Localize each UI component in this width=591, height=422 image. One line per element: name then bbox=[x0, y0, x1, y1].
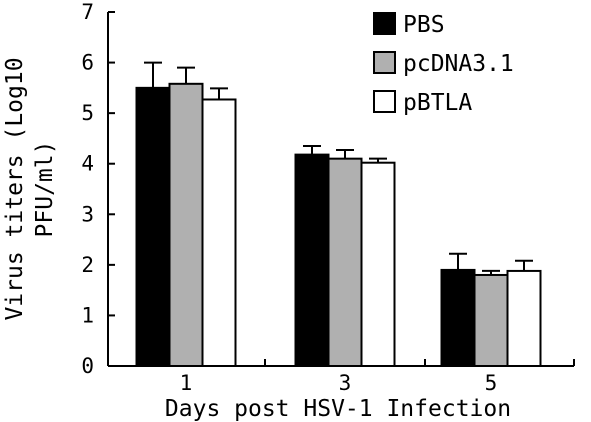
bar-pbs-day-3 bbox=[294, 153, 330, 367]
y-tick-label: 0 bbox=[81, 354, 94, 378]
y-tick-label: 7 bbox=[81, 0, 94, 24]
bar-pbtla-day-3 bbox=[360, 161, 396, 367]
y-axis-title: Virus titers (Log10 PFU/ml) bbox=[2, 57, 58, 320]
bar-pbs-day-5 bbox=[440, 268, 476, 367]
y-tick-label: 3 bbox=[81, 202, 94, 226]
y-tick-labels: 0 1 2 3 4 5 6 7 bbox=[81, 0, 94, 378]
x-tick-label: 3 bbox=[339, 371, 352, 395]
legend-label-pbtla: pBTLA bbox=[403, 90, 472, 116]
x-axis-title: Days post HSV-1 Infection bbox=[165, 396, 511, 422]
legend-label-pcdna3-1: pcDNA3.1 bbox=[403, 51, 514, 77]
y-tick-label: 4 bbox=[81, 152, 94, 176]
x-tick-label: 1 bbox=[180, 371, 193, 395]
x-tick-label: 5 bbox=[485, 371, 498, 395]
y-tick-label: 2 bbox=[81, 253, 94, 277]
bar-pbs-day-1 bbox=[135, 86, 171, 367]
bar-pbtla-day-1 bbox=[201, 98, 237, 367]
y-tick-label: 1 bbox=[81, 303, 94, 327]
legend-swatch-pbs bbox=[373, 12, 396, 35]
legend-swatch-pbtla bbox=[373, 90, 396, 113]
bars bbox=[135, 61, 542, 368]
legend: PBS pcDNA3.1 pBTLA bbox=[373, 12, 514, 116]
y-axis-title-line-1: Virus titers (Log10 bbox=[2, 57, 28, 320]
y-tick-label: 6 bbox=[81, 51, 94, 75]
bar-pcdna3-1-day-1 bbox=[168, 82, 204, 367]
legend-swatch-pcdna3-1 bbox=[373, 51, 396, 74]
bar-pcdna3-1-day-3 bbox=[327, 157, 363, 367]
bar-pbtla-day-5 bbox=[506, 269, 542, 368]
y-tick-label: 5 bbox=[81, 101, 94, 125]
x-tick-labels: 1 3 5 bbox=[180, 371, 498, 395]
y-axis-title-line-2: PFU/ml) bbox=[32, 141, 58, 238]
legend-label-pbs: PBS bbox=[403, 12, 445, 38]
bar-pcdna3-1-day-5 bbox=[473, 273, 509, 368]
